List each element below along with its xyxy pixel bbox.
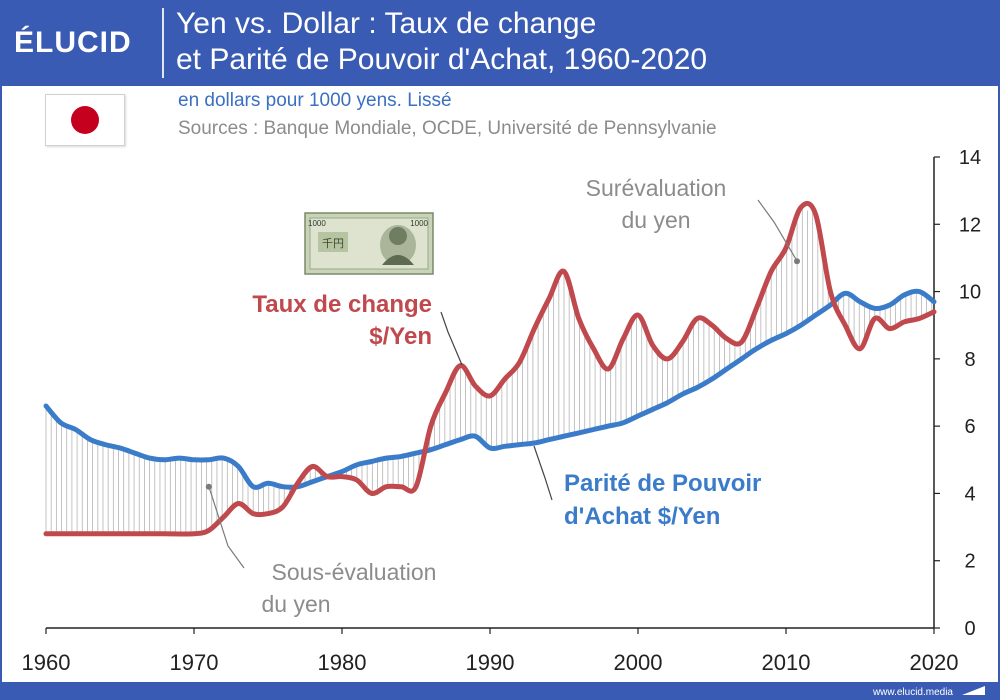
- chart-subtitle: en dollars pour 1000 yens. Lissé: [178, 90, 452, 111]
- y-tick-label: 0: [964, 618, 975, 640]
- footer-bar: [0, 682, 1000, 700]
- footer-logo-icon: [962, 686, 985, 695]
- y-tick-label: 6: [964, 416, 975, 438]
- title-line-2: et Parité de Pouvoir d'Achat, 1960-2020: [176, 43, 708, 76]
- undervaluation-annotation: du yen: [261, 591, 330, 617]
- annotations: Surévaluation du yen Sous-évaluation du yen: [205, 175, 800, 617]
- undervaluation-annotation: Sous-évaluation: [272, 559, 437, 585]
- y-tick-label: 4: [964, 483, 975, 505]
- footer-brand[interactable]: www.elucid.media: [872, 687, 953, 698]
- flag-red-disc: [71, 106, 99, 134]
- banknote-denomination-right: 1000: [410, 219, 428, 228]
- banknote-denomination-left: 1000: [308, 219, 326, 228]
- y-tick-label: 2: [964, 551, 975, 573]
- overvaluation-annotation: Surévaluation: [586, 175, 727, 201]
- elucid-logo[interactable]: ÉLUCID: [14, 26, 132, 59]
- series-labels: Taux de change $/Yen Parité de Pouvoir d'Ac…: [252, 291, 761, 530]
- series-lines: [43, 200, 937, 537]
- y-tick-label: 14: [959, 147, 981, 169]
- ppp-series-line: [43, 288, 937, 490]
- overvaluation-leader-line: [757, 199, 798, 262]
- chart-sources: Sources : Banque Mondiale, OCDE, Univers…: [178, 118, 717, 139]
- x-tick-label: 1960: [22, 650, 71, 675]
- y-tick-label: 8: [964, 349, 975, 371]
- overvaluation-marker: [794, 258, 800, 265]
- y-tick-label: 10: [959, 282, 981, 304]
- banknote-symbol: 千円: [322, 237, 344, 250]
- x-tick-label: 1970: [170, 650, 219, 675]
- ppp-label: d'Achat $/Yen: [564, 503, 720, 530]
- gap-hatching: [45, 208, 933, 534]
- x-tick-label: 2020: [910, 650, 959, 675]
- chart-title: Yen vs. Dollar : Taux de change et Parit…: [176, 6, 707, 78]
- title-line-1: Yen vs. Dollar : Taux de change: [176, 7, 597, 40]
- y-tick-label: 12: [959, 214, 981, 236]
- exchange-rate-leader-line: [440, 311, 463, 366]
- x-tick-label: 2010: [762, 650, 811, 675]
- undervaluation-leader-line: [208, 486, 245, 569]
- x-tick-label: 1980: [318, 650, 367, 675]
- overvaluation-annotation: du yen: [621, 207, 690, 233]
- exchange-rate-label: Taux de change: [252, 291, 432, 318]
- exchange-rate-series-line: [43, 200, 937, 537]
- ppp-label: Parité de Pouvoir: [564, 470, 761, 497]
- header-bar: ÉLUCID Yen vs. Dollar : Taux de change e…: [0, 0, 1000, 86]
- x-tick-label: 2000: [614, 650, 663, 675]
- japan-flag-icon: [45, 94, 125, 146]
- header-divider: [162, 8, 164, 78]
- ppp-leader-line: [533, 445, 553, 501]
- exchange-rate-label: $/Yen: [369, 323, 432, 350]
- undervaluation-marker: [205, 483, 212, 490]
- x-tick-label: 1990: [466, 650, 515, 675]
- yen-banknote-icon: 千円 1000 1000: [304, 212, 434, 275]
